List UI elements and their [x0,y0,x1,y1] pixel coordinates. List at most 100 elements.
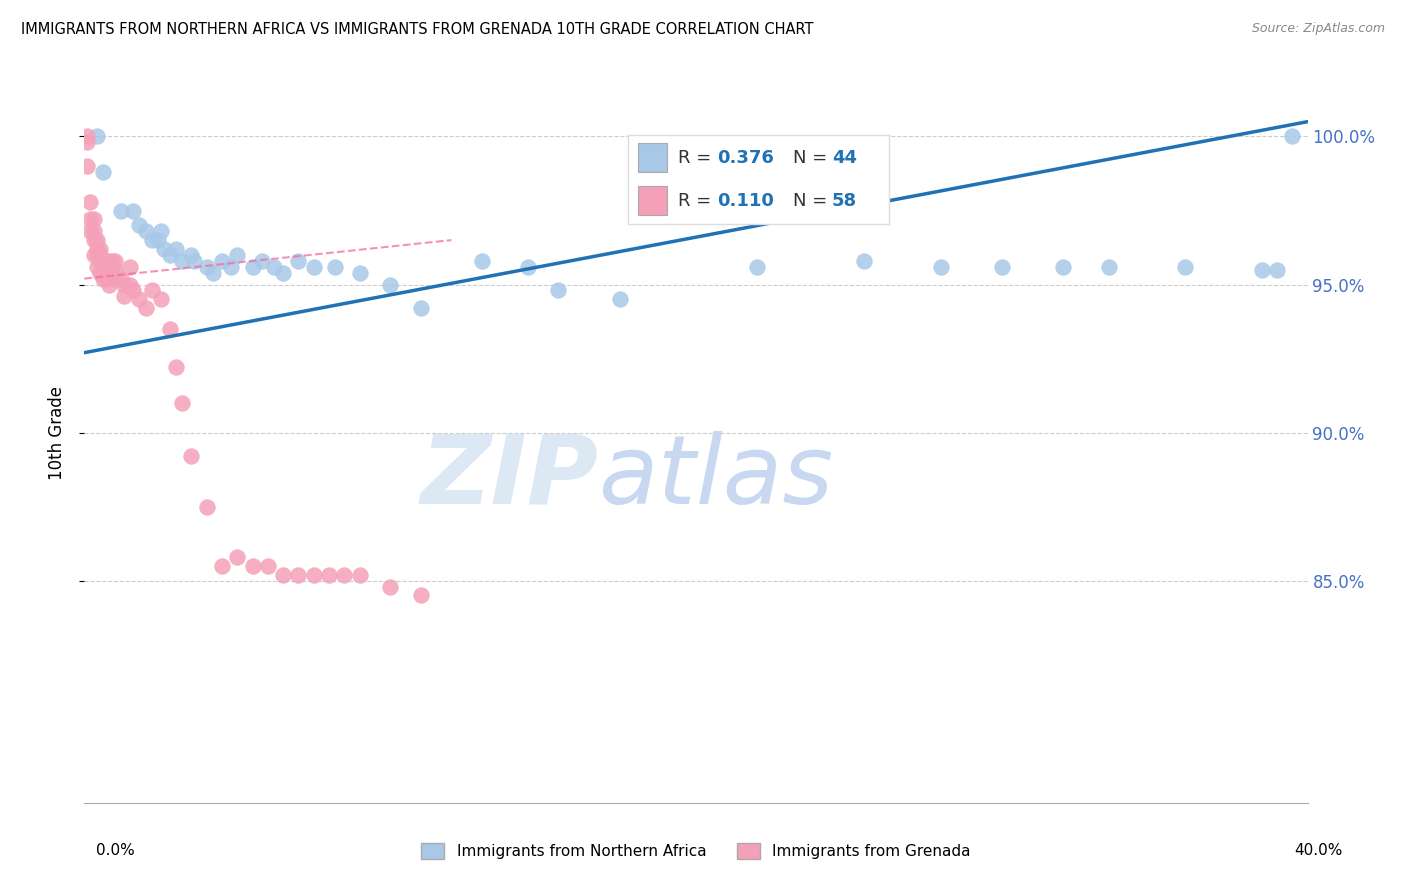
Point [120,260,142,274]
Point [112,289,135,303]
Point [83,224,105,238]
Point [153,242,176,256]
Text: 44: 44 [832,149,856,167]
Point [76,159,98,173]
Point [91,253,114,268]
Point [349,567,371,582]
Point [201,266,224,280]
Point [195,500,218,514]
Point [86,233,108,247]
Point [120,277,142,292]
Point [97,253,120,268]
Point [287,253,309,268]
Point [287,567,309,582]
Point [91,262,114,277]
Point [211,558,233,573]
Y-axis label: 10th Grade: 10th Grade [48,385,66,480]
FancyBboxPatch shape [638,186,668,215]
Point [172,396,194,410]
Point [471,253,494,268]
Text: 0.376: 0.376 [717,149,773,167]
Text: IMMIGRANTS FROM NORTHERN AFRICA VS IMMIGRANTS FROM GRENADA 10TH GRADE CORRELATIO: IMMIGRANTS FROM NORTHERN AFRICA VS IMMIG… [21,22,814,37]
Point [149,293,172,307]
Point [991,260,1014,274]
Point [149,224,172,238]
Point [122,203,145,218]
Point [257,558,280,573]
Point [79,212,101,227]
Point [159,248,181,262]
Point [1281,129,1303,144]
Point [349,266,371,280]
Point [409,301,432,316]
Point [122,284,145,298]
Point [104,253,127,268]
Point [1265,262,1288,277]
Point [271,266,294,280]
Point [146,233,169,247]
Text: 58: 58 [832,192,858,210]
Point [226,549,249,564]
Point [83,233,105,247]
Point [135,224,157,238]
Point [165,242,187,256]
Point [83,248,105,262]
Point [101,253,124,268]
Point [180,450,202,464]
Point [242,260,264,274]
Point [128,219,150,233]
Point [323,260,346,274]
Point [1250,262,1272,277]
Point [226,248,249,262]
Point [128,293,150,307]
Text: 40.0%: 40.0% [1295,843,1343,858]
Point [271,567,294,582]
Point [516,260,538,274]
Point [91,271,114,285]
Point [180,248,202,262]
Point [302,567,325,582]
Point [159,322,181,336]
Text: ZIP: ZIP [420,431,598,524]
Point [141,284,163,298]
Point [250,253,273,268]
Point [97,277,120,292]
Text: N =: N = [793,149,832,167]
Point [112,277,135,292]
Point [97,262,120,277]
Point [211,253,233,268]
Point [104,271,127,285]
Point [94,271,117,285]
Point [380,277,402,292]
Point [86,248,108,262]
Point [83,212,105,227]
Point [135,301,157,316]
Point [172,253,194,268]
Point [242,558,264,573]
Point [219,260,242,274]
Point [183,253,205,268]
Point [79,224,101,238]
Point [91,165,114,179]
Point [101,262,124,277]
Point [318,567,340,582]
Point [110,271,132,285]
Point [263,260,285,274]
Point [1052,260,1074,274]
Point [86,242,108,256]
Point [89,248,111,262]
Point [76,136,98,150]
Point [747,260,769,274]
Point [110,203,132,218]
Point [89,242,111,256]
Text: atlas: atlas [598,431,834,524]
Point [409,589,432,603]
Point [76,129,98,144]
Point [380,580,402,594]
Text: Source: ZipAtlas.com: Source: ZipAtlas.com [1251,22,1385,36]
Point [86,129,108,144]
Point [1174,260,1197,274]
Text: 0.0%: 0.0% [96,843,135,858]
Point [853,253,876,268]
Point [165,360,187,375]
